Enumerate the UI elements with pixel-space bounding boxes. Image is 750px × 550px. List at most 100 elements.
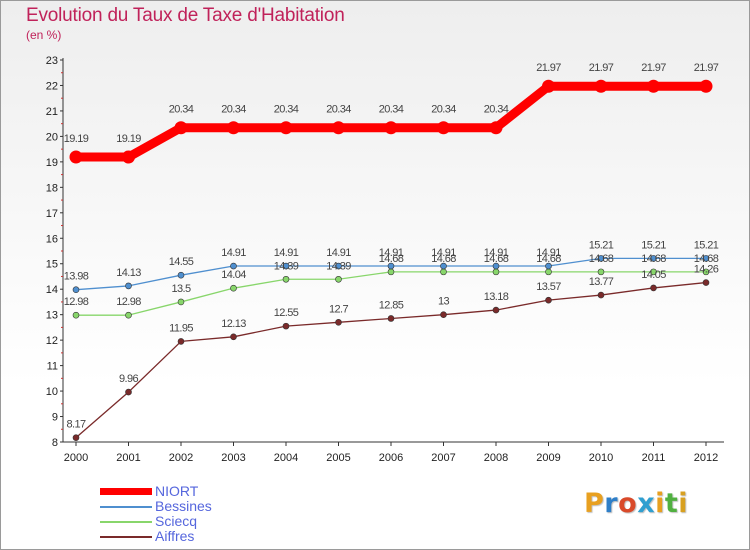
data-label-niort: 20.34 xyxy=(221,104,246,116)
data-point-sciecq xyxy=(492,268,500,276)
data-point-sciecq xyxy=(702,268,710,276)
data-point-niort xyxy=(647,79,660,93)
y-tick-label: 10 xyxy=(46,386,58,398)
data-point-aiffres xyxy=(230,333,237,341)
legend-label-bessines: Bessines xyxy=(155,498,212,514)
y-tick-label: 21 xyxy=(46,106,58,118)
data-point-aiffres xyxy=(492,306,500,314)
data-label-niort: 19.19 xyxy=(64,133,89,145)
data-label-niort: 20.34 xyxy=(484,104,509,116)
data-label-aiffres: 12.7 xyxy=(329,303,348,315)
data-label-bessines: 15.21 xyxy=(641,239,666,251)
data-label-sciecq: 14.68 xyxy=(431,253,456,265)
logo-letter: x xyxy=(637,488,656,519)
data-point-niort xyxy=(227,121,240,135)
data-point-bessines xyxy=(72,286,80,294)
data-point-niort xyxy=(594,79,608,93)
data-point-aiffres xyxy=(335,319,342,326)
data-label-aiffres: 13.57 xyxy=(536,281,561,293)
data-label-aiffres: 13 xyxy=(438,296,450,308)
data-label-aiffres: 12.55 xyxy=(274,307,299,319)
x-tick-label: 2005 xyxy=(326,452,350,464)
data-point-bessines xyxy=(597,255,605,262)
data-point-bessines xyxy=(650,255,657,262)
data-label-sciecq: 13.5 xyxy=(171,283,190,295)
data-point-niort xyxy=(384,121,398,135)
legend-label-sciecq: Sciecq xyxy=(155,513,198,529)
data-point-sciecq xyxy=(597,268,605,276)
x-tick-label: 2004 xyxy=(274,452,298,464)
x-tick-label: 2003 xyxy=(221,452,245,464)
y-tick-label: 14 xyxy=(46,284,58,296)
y-tick-label: 18 xyxy=(46,182,58,194)
data-point-aiffres xyxy=(177,338,185,345)
legend-swatch-bessines xyxy=(100,506,152,508)
data-point-sciecq xyxy=(282,275,290,283)
data-label-bessines: 14.91 xyxy=(326,247,351,259)
x-tick-label: 2002 xyxy=(169,452,193,464)
y-tick-label: 13 xyxy=(46,310,58,322)
data-point-niort xyxy=(437,121,450,135)
data-point-aiffres xyxy=(545,296,552,304)
data-label-sciecq: 14.68 xyxy=(694,253,719,265)
data-point-niort xyxy=(489,121,503,135)
data-label-sciecq: 14.04 xyxy=(221,269,246,281)
data-label-aiffres: 12.13 xyxy=(221,318,246,330)
data-label-niort: 21.97 xyxy=(589,62,614,74)
data-label-niort: 21.97 xyxy=(536,62,561,74)
data-point-bessines xyxy=(230,262,237,270)
data-point-niort xyxy=(174,121,188,135)
data-point-aiffres xyxy=(702,279,710,286)
data-point-sciecq xyxy=(72,311,80,319)
x-tick-label: 2009 xyxy=(536,452,560,464)
data-label-niort: 21.97 xyxy=(694,62,719,74)
logo-letter: t xyxy=(664,488,679,519)
legend-label-niort: NIORT xyxy=(155,483,199,499)
data-label-aiffres: 14.05 xyxy=(641,269,666,281)
y-tick-label: 15 xyxy=(46,259,58,271)
logo-letter: P xyxy=(584,488,605,519)
data-label-aiffres: 11.95 xyxy=(169,322,193,334)
y-tick-label: 17 xyxy=(46,208,58,220)
data-point-sciecq xyxy=(387,268,395,276)
data-point-niort xyxy=(69,150,83,164)
line-chart: 8 9 10 11 12 13 14 15 16 17 18 19 20 21 22 23 2000 2001 20… xyxy=(46,55,724,464)
data-label-niort: 20.34 xyxy=(169,104,194,116)
data-label-bessines: 14.91 xyxy=(484,247,509,259)
y-tick-label: 19 xyxy=(46,157,58,169)
data-point-sciecq xyxy=(230,284,237,292)
y-tick-label: 20 xyxy=(46,131,58,143)
data-point-sciecq xyxy=(335,275,342,283)
data-label-aiffres: 13.77 xyxy=(589,276,614,288)
data-point-aiffres xyxy=(282,322,290,330)
data-point-aiffres xyxy=(650,284,657,292)
chart-subtitle: (en %) xyxy=(26,28,62,42)
data-label-bessines: 15.21 xyxy=(694,239,719,251)
y-tick-label: 22 xyxy=(46,80,58,92)
data-label-niort: 19.19 xyxy=(116,133,141,145)
data-point-niort xyxy=(279,121,293,135)
data-point-sciecq xyxy=(125,311,132,319)
data-point-aiffres xyxy=(387,315,395,322)
data-label-sciecq: 14.68 xyxy=(379,253,404,265)
data-label-aiffres: 13.18 xyxy=(484,291,509,303)
data-label-bessines: 15.21 xyxy=(589,239,614,251)
x-tick-label: 2007 xyxy=(431,452,455,464)
data-point-niort xyxy=(542,79,555,93)
logo-letter: i xyxy=(678,488,689,519)
chart-title: Evolution du Taux de Taxe d'Habitation xyxy=(26,5,345,26)
data-label-sciecq: 14.68 xyxy=(589,253,614,265)
data-point-aiffres xyxy=(72,434,80,441)
data-point-bessines xyxy=(177,271,185,279)
data-label-bessines: 14.91 xyxy=(221,247,246,259)
legend-swatch-niort xyxy=(100,488,152,495)
x-tick-label: 2012 xyxy=(694,452,718,464)
x-tick-label: 2000 xyxy=(64,452,88,464)
data-label-niort: 20.34 xyxy=(431,104,456,116)
data-label-aiffres: 9.96 xyxy=(119,373,138,385)
logo-letter: i xyxy=(655,488,665,519)
data-label-sciecq: 14.39 xyxy=(326,260,351,272)
x-tick-label: 2006 xyxy=(379,452,403,464)
x-tick-label: 2010 xyxy=(589,452,613,464)
data-point-bessines xyxy=(282,262,290,270)
